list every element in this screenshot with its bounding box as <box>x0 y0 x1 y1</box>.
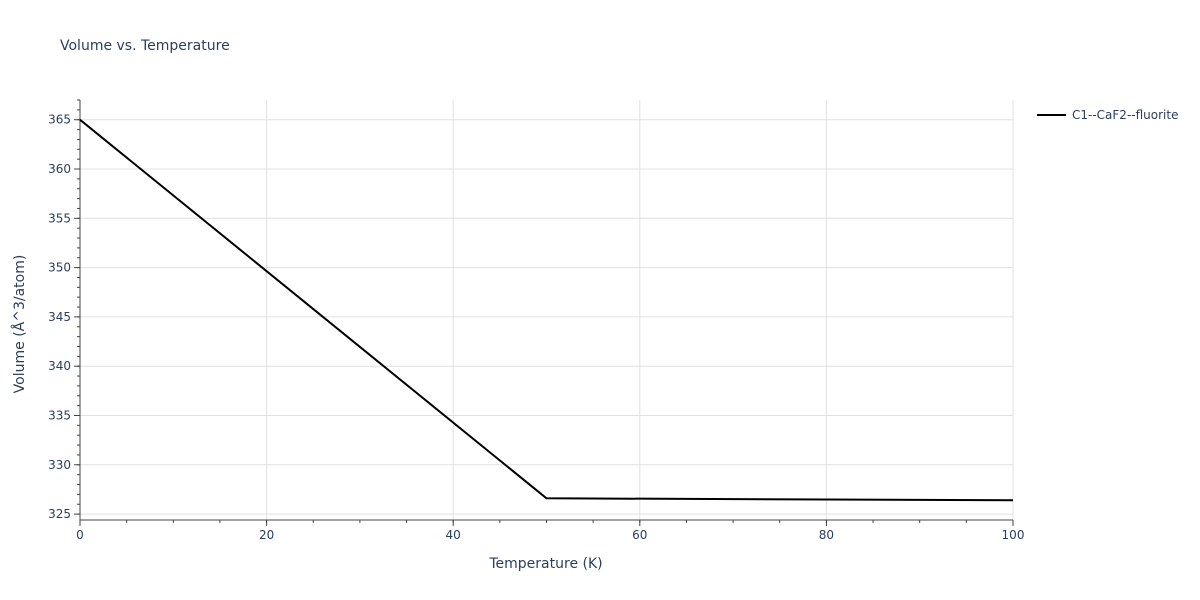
series-line <box>79 118 1014 502</box>
x-tick-label: 60 <box>632 528 647 542</box>
y-tick-label: 330 <box>48 458 71 472</box>
y-tick-label: 360 <box>48 162 71 176</box>
y-tick-label: 350 <box>48 261 71 275</box>
y-tick-label: 335 <box>48 408 71 422</box>
y-axis-title: Volume (Å^3/atom) <box>11 255 28 394</box>
tick-labels: 0 20 40 60 80 100 325 330 335 340 345 350 355 360 365 <box>48 113 1024 542</box>
chart-title: Volume vs. Temperature <box>60 38 230 54</box>
x-tick-label: 20 <box>259 528 274 542</box>
y-tick-label: 340 <box>48 359 71 373</box>
axes <box>74 99 1014 526</box>
y-tick-label: 325 <box>48 507 71 521</box>
y-tick-label: 355 <box>48 211 71 225</box>
x-tick-label: 40 <box>446 528 461 542</box>
grid <box>80 100 1014 520</box>
y-tick-label: 345 <box>48 310 71 324</box>
legend: C1--CaF2--fluorite <box>1037 108 1178 122</box>
legend-label: C1--CaF2--fluorite <box>1072 108 1178 122</box>
x-tick-label: 100 <box>1002 528 1025 542</box>
x-tick-label: 80 <box>819 528 834 542</box>
y-tick-label: 365 <box>48 113 71 127</box>
series-layer <box>79 118 1014 502</box>
x-tick-label: 0 <box>76 528 84 542</box>
x-axis-title: Temperature (K) <box>488 556 602 572</box>
